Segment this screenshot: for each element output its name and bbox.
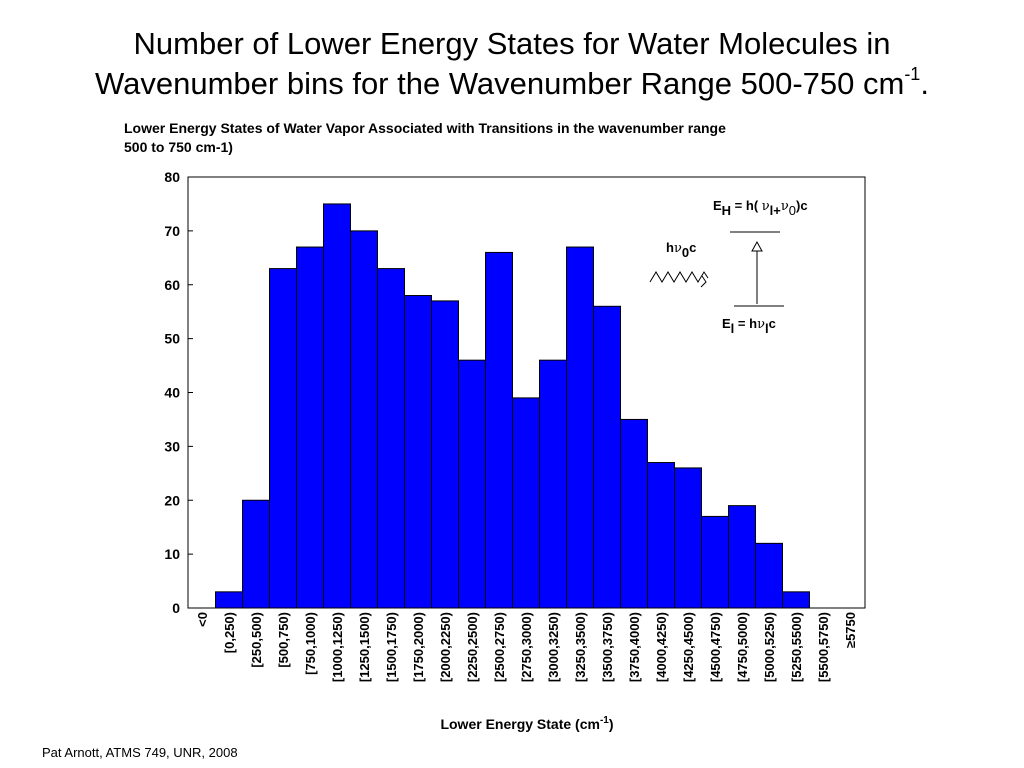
lower-level-label: El = hνlc — [722, 316, 776, 336]
x-tick-label-24: ≥5750 — [843, 612, 858, 648]
x-tick-label-16: [3750,4000) — [627, 612, 642, 682]
photon-wave — [649, 271, 709, 283]
chart-title-line2: 500 to 750 cm-1) — [124, 139, 233, 155]
bar-3 — [269, 268, 297, 609]
x-tick-label-21: [5000,5250) — [762, 612, 777, 682]
x-tick-label-11: [2500,2750) — [492, 612, 507, 682]
bar-6 — [350, 230, 378, 609]
bar-11 — [485, 251, 513, 609]
bar-13 — [539, 359, 567, 609]
bar-7 — [377, 268, 405, 609]
bar-18 — [674, 467, 702, 609]
bar-17 — [647, 462, 675, 609]
x-axis-label-text: Lower Energy State (cm — [440, 716, 600, 732]
x-axis-label-sup: -1 — [600, 715, 609, 726]
x-tick-label-12: [2750,3000) — [519, 612, 534, 682]
bar-8 — [404, 295, 432, 609]
bar-2 — [242, 499, 270, 609]
energy-level-diagram: EH = h( νl+ν0)c hν0c El = hνlc — [649, 198, 808, 336]
x-tick-label-3: [500,750) — [276, 612, 291, 668]
transition-arrow-head — [751, 240, 763, 252]
slide-title-line2: Wavenumber bins for the Wavenumber Range… — [95, 66, 905, 101]
bar-4 — [296, 246, 324, 609]
x-tick-label-20: [4750,5000) — [735, 612, 750, 682]
y-tick-label-5: 50 — [164, 331, 180, 347]
x-tick-label-8: [1750,2000) — [411, 612, 426, 682]
x-tick-label-13: [3000,3250) — [546, 612, 561, 682]
bar-5 — [323, 203, 351, 609]
chart-title: Lower Energy States of Water Vapor Assoc… — [124, 119, 844, 157]
x-tick-label-22: [5250,5500) — [789, 612, 804, 682]
x-tick-label-1: [0,250) — [222, 612, 237, 653]
photon-label: hν0c — [666, 240, 696, 260]
x-tick-label-17: [4000,4250) — [654, 612, 669, 682]
bars-layer — [215, 203, 810, 609]
bar-12 — [512, 397, 540, 609]
bar-1 — [215, 591, 243, 609]
x-axis-label: Lower Energy State (cm-1) — [440, 715, 613, 732]
x-tick-label-15: [3500,3750) — [600, 612, 615, 682]
x-tick-label-18: [4250,4500) — [681, 612, 696, 682]
bar-14 — [566, 246, 594, 609]
x-tick-label-6: [1250,1500) — [357, 612, 372, 682]
footer-credit: Pat Arnott, ATMS 749, UNR, 2008 — [42, 745, 238, 760]
bar-16 — [620, 418, 648, 609]
y-axis: 0 10 20 30 40 50 60 70 80 — [164, 169, 193, 616]
x-tick-label-23: [5500,5750) — [816, 612, 831, 682]
y-tick-label-6: 60 — [164, 277, 180, 293]
slide-title: Number of Lower Energy States for Water … — [20, 24, 1004, 104]
x-tick-label-7: [1500,1750) — [384, 612, 399, 682]
x-tick-label-0: <0 — [195, 612, 210, 627]
x-tick-label-19: [4500,4750) — [708, 612, 723, 682]
slide-title-sup: -1 — [904, 64, 921, 84]
bar-22 — [782, 591, 810, 609]
bar-20 — [728, 505, 756, 609]
bar-15 — [593, 305, 621, 609]
y-tick-label-4: 40 — [164, 385, 180, 401]
y-tick-label-3: 30 — [164, 438, 180, 454]
chart-title-line1: Lower Energy States of Water Vapor Assoc… — [124, 120, 726, 136]
slide-title-line1: Number of Lower Energy States for Water … — [133, 26, 891, 61]
slide-title-end: . — [920, 66, 929, 101]
y-tick-label-0: 0 — [172, 600, 180, 616]
x-tick-label-5: [1000,1250) — [330, 612, 345, 682]
upper-level-label: EH = h( νl+ν0)c — [713, 198, 808, 218]
x-tick-label-2: [250,500) — [249, 612, 264, 668]
bar-21 — [755, 542, 783, 609]
x-axis: <0 [0,250) [250,500) [500,750) [750,1000) [10… — [195, 612, 858, 682]
x-tick-label-14: [3250,3500) — [573, 612, 588, 682]
x-tick-label-9: [2000,2250) — [438, 612, 453, 682]
y-tick-label-8: 80 — [164, 169, 180, 185]
photon-wave-arrow — [700, 275, 707, 288]
bar-10 — [458, 359, 486, 609]
x-tick-label-10: [2250,2500) — [465, 612, 480, 682]
y-tick-label-2: 20 — [164, 492, 180, 508]
y-tick-label-1: 10 — [164, 546, 180, 562]
bar-19 — [701, 515, 729, 609]
x-axis-label-end: ) — [609, 716, 614, 732]
bar-9 — [431, 300, 459, 609]
x-tick-label-4: [750,1000) — [303, 612, 318, 675]
y-tick-label-7: 70 — [164, 223, 180, 239]
